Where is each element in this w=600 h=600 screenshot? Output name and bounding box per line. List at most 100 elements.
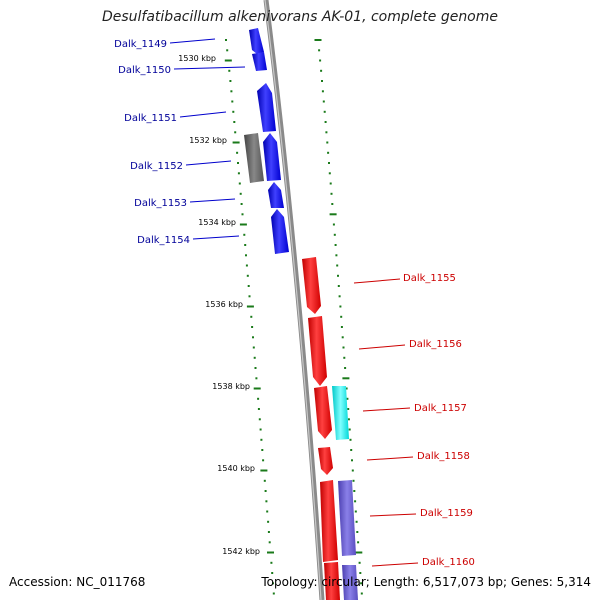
leader-line [192, 235, 240, 240]
tick-mark [263, 479, 266, 482]
tick-mark [267, 520, 270, 523]
tick-mark [355, 520, 358, 523]
tick-mark [355, 551, 363, 554]
tick-mark [320, 69, 323, 72]
gene-arrow-dalk-1158[interactable] [318, 447, 333, 475]
tick-mark [324, 121, 327, 123]
tick-mark [253, 387, 261, 390]
position-label: 1538 kbp [212, 382, 250, 391]
gene-arrow-dalk-1152[interactable] [263, 133, 281, 181]
gene-arrow-dalk-1150[interactable] [252, 52, 267, 71]
gene-label-dalk-1155[interactable]: Dalk_1155 [403, 273, 456, 284]
violet-feature-lower[interactable] [342, 565, 358, 600]
tick-mark [351, 459, 353, 462]
tick-mark [239, 223, 247, 226]
position-label: 1542 kbp [222, 547, 260, 556]
leader-line [358, 344, 406, 350]
gene-label-dalk-1160[interactable]: Dalk_1160 [422, 557, 475, 568]
gene-arrow-dalk-1154[interactable] [271, 209, 289, 254]
gene-label-dalk-1152[interactable]: Dalk_1152 [130, 161, 183, 172]
position-label: 1540 kbp [217, 464, 255, 473]
tick-mark [257, 408, 260, 410]
gene-arrow-dalk-1153[interactable] [268, 182, 284, 208]
gray-feature[interactable] [244, 133, 264, 183]
gene-arrow-dalk-1157[interactable] [314, 386, 332, 439]
tick-mark [323, 110, 326, 113]
gene-label-dalk-1150[interactable]: Dalk_1150 [118, 65, 171, 76]
tick-mark [231, 100, 234, 103]
gene-label-dalk-1151[interactable]: Dalk_1151 [124, 113, 177, 124]
tick-mark [259, 428, 262, 431]
tick-mark [344, 367, 347, 369]
topology-text: Topology: circular; Length: 6,517,073 bp… [261, 575, 591, 589]
tick-mark [322, 100, 325, 103]
tick-mark [226, 49, 229, 52]
tick-mark [343, 356, 346, 359]
tick-mark [347, 408, 350, 410]
tick-mark [272, 592, 275, 595]
tick-mark [254, 367, 257, 369]
tick-mark [342, 377, 350, 380]
tick-mark [326, 141, 329, 144]
tick-mark [233, 121, 236, 123]
genome-title: Desulfatibacillum alkenivorans AK-01, co… [101, 9, 499, 25]
tick-mark [338, 295, 341, 298]
tick-mark [335, 254, 338, 257]
tick-mark [359, 572, 362, 574]
tick-mark [230, 90, 233, 93]
leader-line [362, 407, 411, 412]
tick-mark [252, 336, 254, 339]
gene-label-dalk-1156[interactable]: Dalk_1156 [409, 339, 462, 350]
tick-mark [348, 428, 351, 431]
tick-mark [229, 80, 232, 82]
tick-mark [228, 69, 231, 72]
gene-arrow-dalk-1160[interactable] [324, 562, 340, 600]
violet-feature[interactable] [338, 480, 356, 556]
gene-arrow-dalk-1159[interactable] [320, 480, 338, 562]
tick-mark [346, 397, 349, 400]
tick-mark [260, 438, 263, 441]
tick-mark [328, 172, 331, 175]
tick-mark [333, 233, 336, 236]
gene-label-dalk-1159[interactable]: Dalk_1159 [420, 508, 473, 519]
tick-mark [261, 449, 264, 451]
tick-mark [237, 162, 239, 164]
tick-mark [264, 490, 267, 492]
tick-mark [354, 510, 357, 513]
tick-mark [266, 510, 269, 513]
tick-mark [232, 110, 235, 113]
tick-mark [265, 500, 268, 503]
gene-label-dalk-1158[interactable]: Dalk_1158 [417, 451, 470, 462]
tick-mark [341, 336, 344, 339]
tick-mark [336, 264, 339, 267]
cyan-feature[interactable] [332, 386, 349, 440]
tick-mark [329, 182, 332, 185]
tick-mark [360, 592, 363, 595]
tick-mark [234, 131, 237, 134]
tick-mark [334, 244, 337, 246]
tick-mark [337, 285, 340, 287]
tick-mark [325, 131, 328, 134]
gene-arrow-dalk-1149[interactable] [249, 28, 264, 54]
tick-mark [270, 561, 273, 564]
tick-mark [260, 469, 268, 472]
tick-mark [253, 356, 256, 359]
tick-mark [331, 203, 334, 205]
gene-arrow-dalk-1156[interactable] [308, 316, 327, 386]
gene-arrow-dalk-1151[interactable] [257, 83, 276, 132]
tick-mark [354, 500, 357, 503]
tick-mark [236, 151, 239, 154]
tick-mark [258, 418, 261, 421]
gene-label-dalk-1153[interactable]: Dalk_1153 [134, 198, 187, 209]
tick-mark [267, 531, 270, 533]
tick-mark [257, 397, 260, 400]
tick-mark [340, 326, 343, 328]
leader-line [353, 278, 401, 284]
position-label: 1536 kbp [205, 300, 243, 309]
tick-mark [349, 438, 352, 441]
gene-label-dalk-1154[interactable]: Dalk_1154 [137, 235, 190, 246]
gene-arrow-dalk-1155[interactable] [302, 257, 321, 314]
gene-label-dalk-1157[interactable]: Dalk_1157 [414, 403, 467, 414]
gene-label-dalk-1149[interactable]: Dalk_1149 [114, 39, 167, 50]
tick-mark [267, 551, 274, 554]
